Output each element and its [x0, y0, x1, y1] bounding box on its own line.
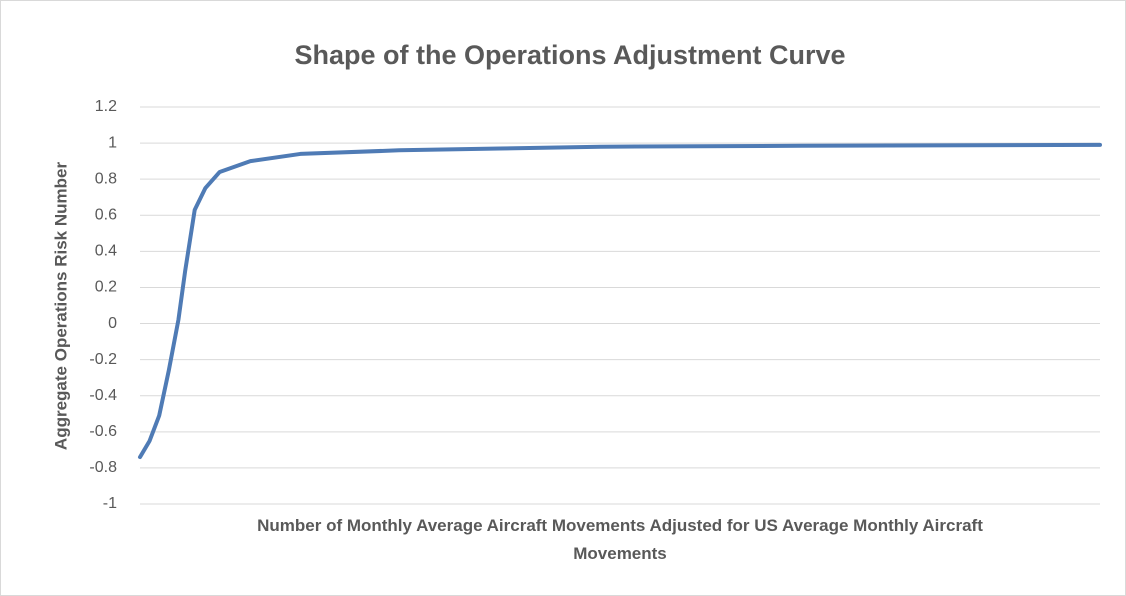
y-tick-label: -0.6 — [89, 423, 117, 440]
chart-title: Shape of the Operations Adjustment Curve — [294, 40, 845, 70]
y-tick-label: 0.4 — [95, 243, 117, 260]
line-series — [138, 142, 1102, 460]
y-tick-label: 1 — [108, 134, 117, 151]
y-tick-label: -0.8 — [89, 459, 117, 476]
x-axis-label: Number of Monthly Average Aircraft Movem… — [257, 516, 983, 563]
y-tick-label: 0.6 — [95, 206, 117, 223]
y-tick-label: 0.2 — [95, 279, 117, 296]
y-tick-label: 1.2 — [95, 98, 117, 115]
y-tick-label: -1 — [103, 495, 117, 512]
y-tick-label: -0.2 — [89, 351, 117, 368]
y-tick-label: -0.4 — [89, 387, 117, 404]
y-tick-label: 0 — [108, 315, 117, 332]
y-axis-label: Aggregate Operations Risk Number — [51, 162, 70, 451]
y-tick-label: 0.8 — [95, 170, 117, 187]
